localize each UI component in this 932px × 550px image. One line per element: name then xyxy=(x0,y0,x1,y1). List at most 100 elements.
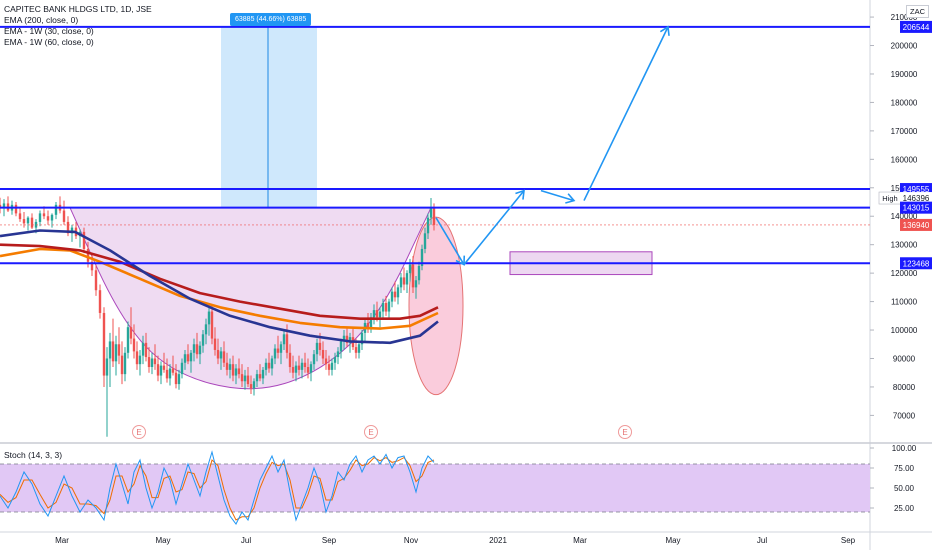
candle-body-31 xyxy=(117,344,121,356)
time-tick-label-4: Nov xyxy=(404,536,418,545)
candle-body-59 xyxy=(201,334,205,346)
candle-body-56 xyxy=(192,344,196,353)
time-tick-label-0: Mar xyxy=(55,536,69,545)
candle-body-49 xyxy=(171,368,175,373)
candle-body-50 xyxy=(174,372,178,385)
stoch-tick-label-3: 25.00 xyxy=(894,504,915,513)
currency-badge[interactable]: ZAC xyxy=(906,5,929,18)
ema200-line xyxy=(0,243,439,320)
stoch-pane xyxy=(0,450,870,525)
candle-body-8 xyxy=(30,217,34,228)
earnings-marker-2 xyxy=(618,425,632,439)
candle-body-85 xyxy=(279,344,283,353)
candle-body-54 xyxy=(186,354,190,362)
candle-body-89 xyxy=(291,367,295,373)
candle-body-12 xyxy=(46,216,50,221)
candle-body-73 xyxy=(243,375,247,382)
candle-body-48 xyxy=(168,368,172,379)
stoch-k-line xyxy=(0,450,435,525)
candle-body-82 xyxy=(270,358,274,369)
candle-body-58 xyxy=(198,345,202,355)
candle-body-46 xyxy=(162,365,166,370)
time-axis[interactable]: Mar May Jul Sep Nov 2021 Mar May Jul Sep xyxy=(55,536,856,545)
candle-body-69 xyxy=(231,364,235,376)
arrow-head-3 xyxy=(659,25,670,36)
measure-label: 63885 (44.66%) 63885 xyxy=(230,13,312,26)
price-label-5: 123468 xyxy=(903,259,930,268)
price-tick-label-6: 130000 xyxy=(891,241,918,250)
highlight-circle xyxy=(408,216,464,396)
candle-body-98 xyxy=(318,342,322,350)
candle-body-11 xyxy=(42,213,46,217)
candle-body-78 xyxy=(258,374,262,379)
price-tick-label-10: 170000 xyxy=(891,127,918,136)
stoch-label[interactable]: Stoch (14, 3, 3) xyxy=(4,450,63,460)
candle-body-13 xyxy=(50,214,54,221)
price-tick-label-12: 190000 xyxy=(891,70,918,79)
candle-body-4 xyxy=(14,204,18,214)
symbol-title[interactable]: CAPITEC BANK HLDGS LTD, 1D, JSE xyxy=(4,4,152,14)
earnings-marker-1 xyxy=(364,425,378,439)
candle-body-10 xyxy=(38,213,42,222)
candle-body-131 xyxy=(417,266,421,281)
candle-body-60 xyxy=(204,324,208,335)
candle-body-103 xyxy=(333,357,337,363)
candle-body-61 xyxy=(207,311,211,325)
candle-body-112 xyxy=(360,332,364,345)
indicator-ema60w[interactable]: EMA - 1W (60, close, 0) xyxy=(4,37,94,47)
candle-body-124 xyxy=(396,287,400,298)
candle-body-125 xyxy=(399,277,403,288)
candle-body-67 xyxy=(225,362,229,370)
price-tick-label-1: 80000 xyxy=(893,383,916,392)
candle-body-0 xyxy=(0,204,2,208)
candle-body-70 xyxy=(234,368,238,376)
candle-body-134 xyxy=(426,217,430,234)
arrow-shaft-3 xyxy=(583,26,669,201)
candle-body-17 xyxy=(66,221,70,234)
candle-body-133 xyxy=(423,233,427,249)
candle-body-62 xyxy=(210,311,214,339)
highlight-ellipse xyxy=(408,216,464,396)
cup-pattern xyxy=(69,207,432,390)
arrow-shaft-1 xyxy=(463,190,525,266)
earnings-marker-label-2: E xyxy=(622,428,627,437)
candle-body-97 xyxy=(315,342,319,355)
candle-body-84 xyxy=(276,348,280,353)
arrow-head-2 xyxy=(565,193,576,204)
stoch-axis[interactable]: 100.00 75.00 50.00 25.00 xyxy=(870,444,917,513)
candle-body-80 xyxy=(264,362,268,370)
candle-body-99 xyxy=(321,349,325,359)
candle-body-32 xyxy=(120,355,124,375)
price-axis[interactable]: 70000 80000 90000 100000 110000 120000 130000 1… xyxy=(870,13,932,420)
candle-body-101 xyxy=(327,364,331,370)
time-tick-label-6: Mar xyxy=(573,536,587,545)
candle-body-88 xyxy=(288,352,292,368)
candle-body-94 xyxy=(306,367,310,373)
candle-body-7 xyxy=(26,217,30,224)
indicator-ema30w[interactable]: EMA - 1W (30, close, 0) xyxy=(4,26,94,36)
indicator-ema200[interactable]: EMA (200, close, 0) xyxy=(4,15,79,25)
candle-body-128 xyxy=(408,264,412,274)
candle-body-21 xyxy=(82,231,86,249)
candle-body-33 xyxy=(123,352,127,375)
candle-body-83 xyxy=(273,348,277,359)
candle-body-34 xyxy=(126,327,130,353)
candle-body-52 xyxy=(180,362,184,375)
time-tick-label-5: 2021 xyxy=(489,536,507,545)
candle-body-81 xyxy=(267,362,271,369)
candle-body-91 xyxy=(297,365,301,370)
candle-body-22 xyxy=(86,248,90,262)
candle-body-44 xyxy=(156,364,160,376)
time-tick-label-2: Jul xyxy=(241,536,251,545)
candle-body-28 xyxy=(108,341,112,359)
price-label-box-0 xyxy=(900,20,932,33)
candle-body-121 xyxy=(387,301,391,312)
candle-body-30 xyxy=(114,344,118,362)
candle-body-27 xyxy=(105,358,109,376)
candle-body-38 xyxy=(138,355,142,365)
candle-body-5 xyxy=(18,213,22,220)
price-tick-label-4: 110000 xyxy=(891,298,918,307)
